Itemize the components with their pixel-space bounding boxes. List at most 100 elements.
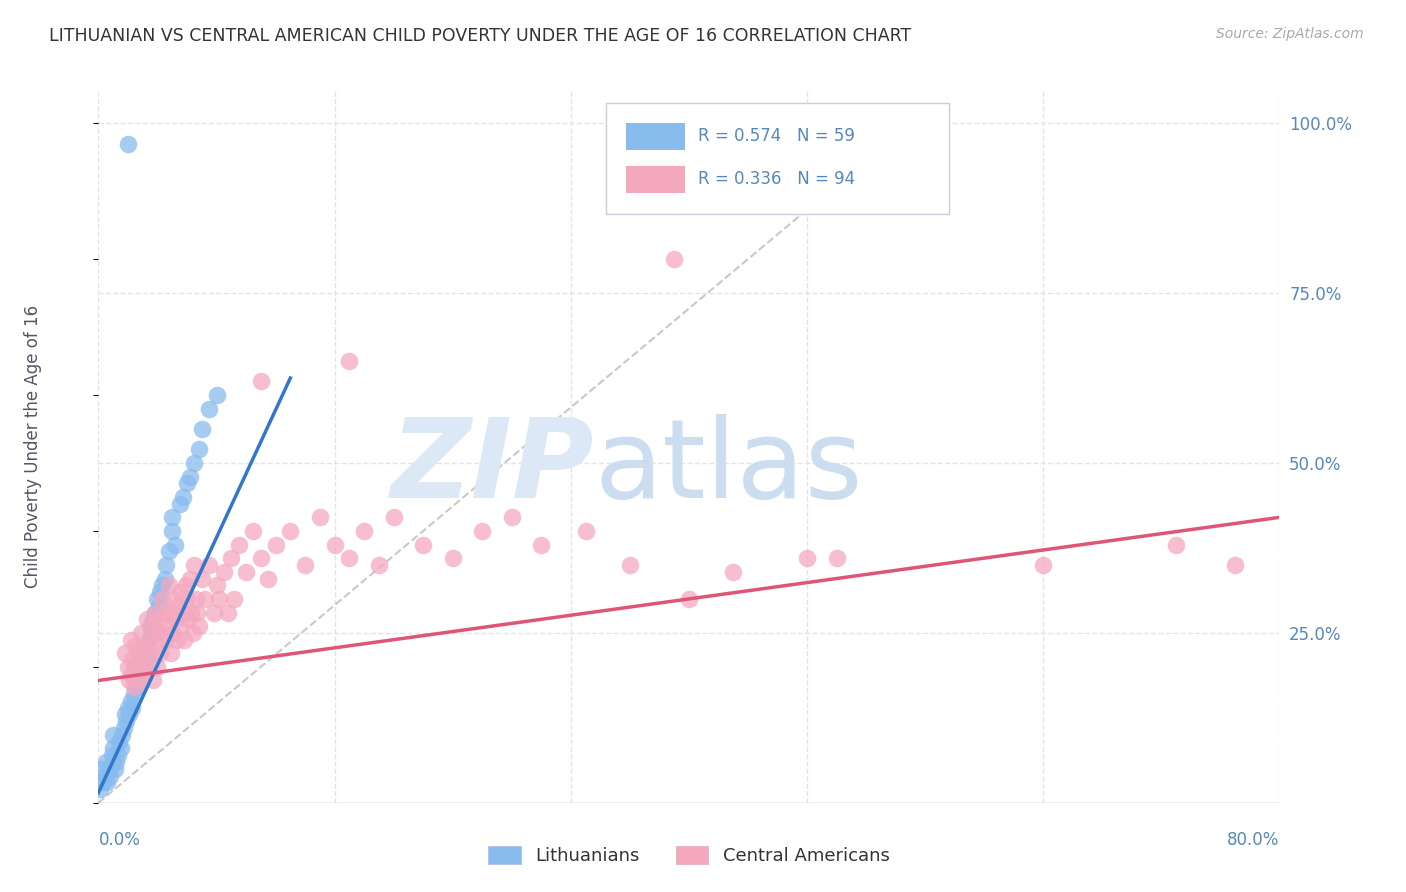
Point: [108, 734, 131, 748]
Point: [165, 612, 187, 626]
Point: [155, 558, 177, 572]
Point: [148, 599, 170, 613]
Point: [183, 558, 205, 572]
Text: 80.0%: 80.0%: [1227, 831, 1279, 849]
Point: [368, 558, 391, 572]
Point: [120, 632, 142, 647]
Point: [183, 456, 205, 470]
Point: [103, 741, 125, 756]
Point: [138, 632, 160, 647]
Point: [224, 591, 246, 606]
Point: [441, 551, 464, 566]
Point: [162, 510, 183, 524]
Point: [124, 660, 146, 674]
Point: [217, 606, 239, 620]
Point: [127, 666, 149, 681]
Text: Source: ZipAtlas.com: Source: ZipAtlas.com: [1216, 27, 1364, 41]
Point: [184, 591, 207, 606]
Point: [228, 537, 250, 551]
Point: [115, 714, 138, 729]
Point: [162, 626, 183, 640]
Point: [1032, 558, 1054, 572]
Point: [94, 755, 117, 769]
Point: [135, 640, 157, 654]
Point: [205, 388, 228, 402]
Point: [530, 537, 553, 551]
Point: [91, 775, 114, 789]
Point: [97, 762, 120, 776]
Point: [98, 769, 121, 783]
Point: [723, 565, 745, 579]
Point: [122, 687, 145, 701]
Point: [382, 510, 405, 524]
Point: [205, 578, 228, 592]
Point: [501, 510, 523, 524]
Point: [162, 606, 183, 620]
Point: [412, 537, 434, 551]
Point: [796, 551, 818, 566]
Point: [136, 653, 159, 667]
Point: [148, 612, 170, 626]
Point: [145, 626, 167, 640]
Point: [339, 551, 360, 566]
Point: [323, 537, 346, 551]
Point: [96, 775, 118, 789]
Text: LITHUANIAN VS CENTRAL AMERICAN CHILD POVERTY UNDER THE AGE OF 16 CORRELATION CHA: LITHUANIAN VS CENTRAL AMERICAN CHILD POV…: [49, 27, 911, 45]
Point: [142, 673, 165, 688]
Point: [122, 680, 145, 694]
Text: atlas: atlas: [595, 414, 863, 521]
Point: [169, 497, 191, 511]
Point: [93, 769, 115, 783]
Point: [202, 606, 225, 620]
Point: [125, 660, 148, 674]
Legend: Lithuanians, Central Americans: Lithuanians, Central Americans: [481, 838, 897, 872]
Point: [471, 524, 494, 538]
Text: Child Poverty Under the Age of 16: Child Poverty Under the Age of 16: [24, 304, 42, 588]
Point: [111, 728, 134, 742]
Point: [163, 591, 186, 606]
Point: [118, 707, 141, 722]
Point: [139, 646, 162, 660]
Point: [153, 572, 176, 586]
Point: [127, 646, 149, 660]
Point: [155, 632, 177, 647]
Point: [152, 626, 174, 640]
Point: [117, 660, 139, 674]
Point: [264, 537, 287, 551]
Point: [250, 551, 273, 566]
Point: [153, 606, 176, 620]
Point: [120, 666, 142, 681]
Point: [187, 619, 209, 633]
Point: [664, 252, 686, 266]
Point: [169, 585, 191, 599]
Point: [128, 673, 150, 688]
Point: [120, 694, 142, 708]
Point: [191, 422, 214, 436]
Point: [212, 565, 235, 579]
Point: [619, 558, 641, 572]
Point: [128, 653, 150, 667]
Point: [278, 524, 302, 538]
Point: [162, 524, 183, 538]
Point: [156, 619, 179, 633]
Point: [104, 762, 127, 776]
Point: [141, 619, 163, 633]
Point: [143, 606, 166, 620]
Point: [194, 591, 217, 606]
Point: [149, 585, 172, 599]
Point: [138, 632, 160, 647]
Point: [117, 700, 139, 714]
Point: [177, 612, 200, 626]
Point: [166, 632, 188, 647]
Point: [118, 673, 141, 688]
Point: [146, 640, 169, 654]
Point: [135, 660, 157, 674]
Point: [242, 524, 264, 538]
Point: [257, 572, 280, 586]
Point: [235, 565, 257, 579]
Point: [176, 591, 198, 606]
Point: [117, 136, 139, 151]
Point: [191, 572, 214, 586]
Point: [150, 578, 173, 592]
Point: [172, 606, 194, 620]
